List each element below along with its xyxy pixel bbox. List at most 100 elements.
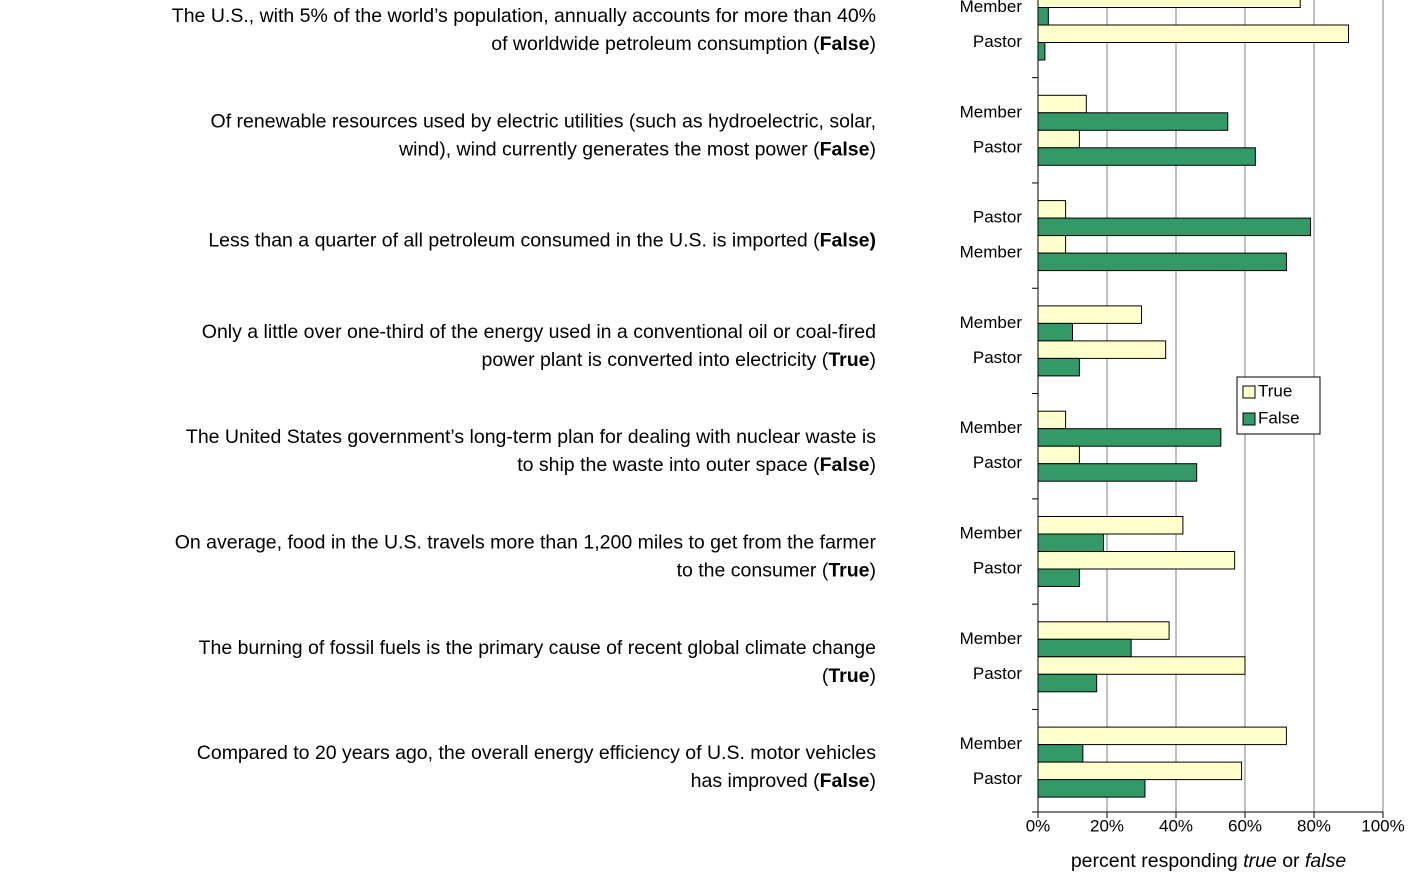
- statement-part: The U.S., with 5% of the world’s populat…: [172, 5, 876, 27]
- statement-part: (: [822, 665, 829, 687]
- x-axis-title-part: false: [1305, 850, 1346, 872]
- statement-part: Of renewable resources used by electric …: [211, 110, 876, 132]
- statement-part: Only a little over one-third of the ener…: [202, 321, 876, 343]
- statement-part: On average, food in the U.S. travels mor…: [175, 532, 877, 554]
- statement: Less than a quarter of all petroleum con…: [208, 230, 876, 252]
- row-label: Pastor: [973, 664, 1022, 683]
- bar: [1037, 621, 1170, 640]
- bar: [1037, 129, 1080, 149]
- row-label: Member: [960, 102, 1023, 121]
- bar: [1037, 200, 1067, 219]
- statement-part: True: [828, 665, 869, 687]
- row-label: Member: [960, 243, 1023, 262]
- bar: [1037, 656, 1246, 675]
- statement: has improved (False): [691, 770, 876, 792]
- statement: to the consumer (True): [677, 560, 876, 582]
- statement-part: has improved (: [691, 770, 820, 792]
- bar: [1037, 744, 1084, 763]
- statement: The burning of fossil fuels is the prima…: [199, 637, 876, 659]
- x-axis-title: percent responding true or false: [1071, 850, 1347, 872]
- statement-part: power plant is converted into electricit…: [481, 349, 828, 371]
- statement: Only a little over one-third of the ener…: [202, 321, 876, 343]
- legend-label: False: [1258, 408, 1300, 427]
- statement-part: False: [820, 33, 870, 55]
- bar: [1037, 24, 1349, 43]
- bar: [1037, 357, 1080, 377]
- statement: The United States government’s long-term…: [186, 426, 876, 448]
- bar: [1037, 112, 1229, 131]
- bar: [1037, 217, 1312, 237]
- statement-part: True: [828, 349, 869, 371]
- bar: [1037, 147, 1256, 166]
- statement-part: ): [870, 665, 877, 687]
- row-label: Pastor: [973, 32, 1022, 51]
- x-axis-title-part: true: [1243, 850, 1277, 872]
- statement-part: ): [870, 138, 877, 160]
- statement: of worldwide petroleum consumption (Fals…: [491, 33, 876, 55]
- bar: [1037, 726, 1287, 746]
- bar: [1037, 463, 1198, 482]
- bar: [1037, 235, 1067, 254]
- legend-swatch: [1242, 412, 1256, 426]
- row-label: Pastor: [973, 137, 1022, 156]
- legend-swatch: [1242, 385, 1256, 399]
- bar: [1037, 305, 1142, 324]
- bar: [1037, 428, 1222, 447]
- statement-part: The burning of fossil fuels is the prima…: [199, 637, 876, 659]
- x-axis-title-part: percent responding: [1071, 850, 1243, 872]
- bar: [1037, 410, 1067, 430]
- bar: [1037, 551, 1236, 570]
- bar: [1037, 252, 1287, 272]
- statement: Compared to 20 years ago, the overall en…: [197, 742, 876, 764]
- statement-part: Compared to 20 years ago, the overall en…: [197, 742, 876, 764]
- x-tick-label: 60%: [1228, 816, 1262, 835]
- bar: [1037, 533, 1105, 552]
- statement: wind), wind currently generates the most…: [398, 138, 876, 160]
- row-label: Member: [960, 523, 1023, 542]
- statement-part: to ship the waste into outer space (: [517, 454, 820, 476]
- statement-part: False: [820, 770, 870, 792]
- legend-label: True: [1258, 381, 1292, 400]
- row-label: Member: [960, 734, 1023, 753]
- statement-part: False): [820, 230, 876, 252]
- statement-part: ): [870, 770, 877, 792]
- bar: [1037, 7, 1049, 26]
- statement: Of renewable resources used by electric …: [211, 110, 876, 132]
- row-label: Pastor: [973, 769, 1022, 788]
- statement: On average, food in the U.S. travels mor…: [175, 532, 877, 554]
- statement-part: wind), wind currently generates the most…: [398, 138, 820, 160]
- bar: [1037, 94, 1087, 114]
- bar: [1037, 322, 1073, 342]
- statement-part: The United States government’s long-term…: [186, 426, 876, 448]
- statement-part: True: [828, 560, 869, 582]
- statement-part: ): [870, 454, 877, 476]
- x-tick-label: 40%: [1159, 816, 1193, 835]
- statement-part: Less than a quarter of all petroleum con…: [208, 230, 820, 252]
- bar: [1037, 673, 1098, 693]
- bar: [1037, 516, 1184, 535]
- statement-part: to the consumer (: [677, 560, 829, 582]
- statement: to ship the waste into outer space (Fals…: [517, 454, 876, 476]
- statement-part: ): [870, 560, 877, 582]
- bar: [1037, 761, 1243, 781]
- statement-part: False: [820, 454, 870, 476]
- row-label: Pastor: [973, 558, 1022, 577]
- row-label: Member: [960, 313, 1023, 332]
- bar: [1037, 42, 1046, 61]
- bar: [1037, 568, 1080, 587]
- bar: [1037, 638, 1132, 658]
- x-tick-label: 100%: [1361, 816, 1404, 835]
- x-tick-label: 20%: [1090, 816, 1124, 835]
- bar: [1037, 779, 1146, 798]
- row-label: Pastor: [973, 348, 1022, 367]
- row-label: Pastor: [973, 208, 1022, 227]
- statement-part: ): [870, 349, 877, 371]
- bar: [1037, 340, 1167, 359]
- statement: The U.S., with 5% of the world’s populat…: [172, 5, 876, 27]
- statement-part: False: [820, 138, 870, 160]
- row-label: Member: [960, 629, 1023, 648]
- statement: (True): [822, 665, 876, 687]
- bar: [1037, 445, 1080, 465]
- x-tick-label: 80%: [1297, 816, 1331, 835]
